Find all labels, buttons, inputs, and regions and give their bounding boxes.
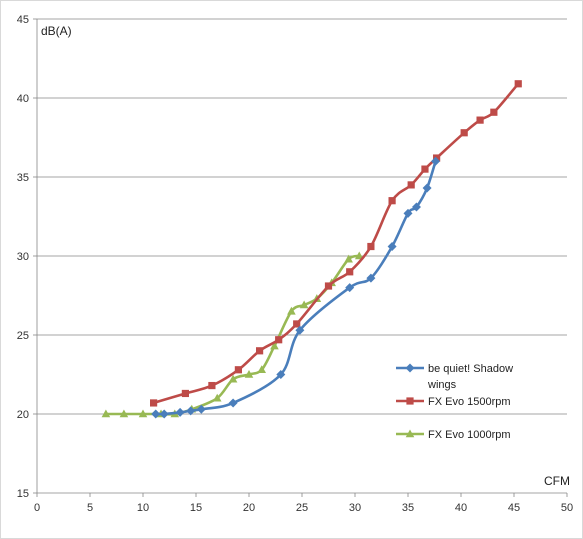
data-point [476, 116, 484, 124]
data-point [256, 347, 264, 355]
data-point [293, 320, 301, 328]
data-point [212, 393, 222, 402]
data-point [411, 202, 421, 212]
data-point [388, 197, 396, 205]
x-tick-label: 10 [137, 502, 149, 514]
data-point [344, 254, 353, 263]
legend-label: FX Evo 1000rpm [428, 429, 511, 441]
y-axis-title: dB(A) [41, 24, 72, 38]
data-point [257, 365, 267, 374]
data-point [324, 282, 333, 290]
data-point [490, 108, 498, 116]
data-point [421, 165, 429, 173]
data-point [403, 208, 413, 218]
x-tick-label: 20 [243, 502, 255, 514]
data-point [244, 370, 254, 378]
data-point [270, 341, 279, 350]
x-tick-label: 35 [402, 502, 414, 514]
y-tick-label: 25 [17, 330, 29, 342]
data-point [422, 183, 432, 193]
data-point [208, 381, 216, 390]
x-tick-label: 50 [561, 502, 573, 514]
x-tick-label: 15 [190, 502, 202, 514]
data-point [234, 366, 242, 374]
data-point [354, 251, 364, 260]
x-tick-label: 0 [34, 502, 40, 514]
data-point [101, 409, 111, 418]
legend-label: wings [427, 379, 457, 391]
data-point [275, 336, 283, 344]
tick-labels: 15 20 25 30 35 40 45 0 5 10 15 20 25 30 35 40 45 50 [17, 14, 573, 514]
data-point [460, 129, 468, 137]
y-tick-label: 35 [17, 172, 29, 184]
y-tick-label: 45 [17, 14, 29, 26]
data-point [366, 273, 376, 283]
legend-swatch-marker [406, 397, 414, 405]
axes [33, 18, 568, 497]
legend: be quiet! Shadow wings FX Evo 1500rpm FX Ev… [396, 363, 513, 441]
y-tick-label: 40 [17, 93, 29, 105]
y-tick-label: 30 [17, 251, 29, 263]
x-tick-label: 40 [455, 502, 467, 514]
data-point [150, 399, 158, 407]
data-point [295, 325, 305, 335]
legend-swatch-marker [405, 363, 415, 373]
x-tick-label: 45 [508, 502, 520, 514]
legend-item-3: FX Evo 1000rpm [396, 429, 511, 441]
data-point [299, 300, 309, 309]
data-point [345, 283, 355, 293]
plot-area [101, 80, 522, 419]
data-point [181, 389, 189, 398]
data-point [514, 80, 522, 88]
data-point [346, 268, 354, 276]
data-point [287, 306, 296, 315]
data-point [431, 156, 441, 166]
data-point [367, 242, 375, 251]
x-tick-label: 25 [296, 502, 308, 514]
gridlines [37, 18, 567, 415]
x-tick-label: 5 [87, 502, 93, 514]
y-tick-label: 15 [17, 488, 29, 500]
data-point [196, 404, 206, 414]
data-point [119, 409, 129, 418]
data-point [228, 398, 238, 408]
legend-label: FX Evo 1500rpm [428, 396, 511, 408]
legend-swatch-marker [405, 429, 415, 438]
series-1 [151, 156, 441, 419]
data-point [175, 407, 185, 417]
data-point [387, 242, 397, 252]
y-tick-label: 20 [17, 409, 29, 421]
legend-item-1: be quiet! Shadow wings [396, 363, 513, 391]
x-tick-label: 30 [349, 502, 361, 514]
data-point [407, 181, 415, 189]
data-point [138, 409, 148, 418]
data-point [228, 374, 238, 383]
data-point [186, 406, 196, 416]
data-point [159, 409, 169, 419]
legend-item-2: FX Evo 1500rpm [396, 396, 511, 408]
data-point [276, 370, 286, 379]
data-point [151, 409, 161, 419]
x-axis-title: CFM [544, 474, 570, 488]
legend-label: be quiet! Shadow [428, 363, 513, 375]
